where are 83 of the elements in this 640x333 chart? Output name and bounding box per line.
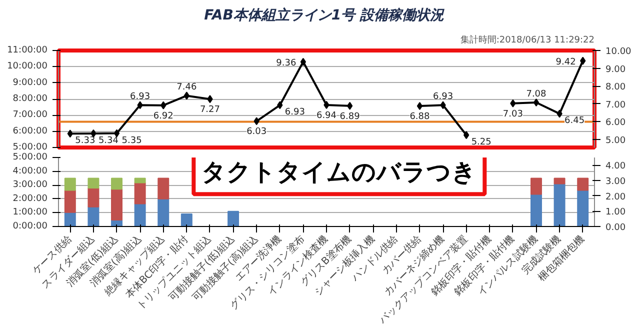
point [440,101,446,110]
data-label: 6.89 [340,112,360,122]
y-tick-label: 0:00:00 [12,222,48,232]
y2-tick-label: 0.00 [606,223,626,233]
bar [64,178,76,191]
chart-title: FAB本体組立ライン1号 設備稼働状況 [204,6,446,24]
point [510,99,516,108]
y-tick-label: 2:00:00 [12,194,48,204]
data-label: 5.34 [98,136,119,146]
data-label: 5.25 [471,138,492,148]
data-label: 5.35 [122,136,142,146]
y2-tick-label: 10.00 [606,47,632,57]
data-label: 6.45 [564,116,585,126]
annotation: タクトタイムのバラつき [202,158,477,186]
data-label: 6.03 [246,127,267,138]
point [137,101,143,110]
y-tick-label: 9:00:00 [12,78,48,88]
bar [158,198,170,226]
data-label: 7.27 [200,105,220,116]
y2-tick-label: 9.00 [606,64,626,75]
data-label: 7.03 [502,109,523,120]
y2-tick-label: 7.00 [606,100,626,110]
bar [180,213,192,226]
point [300,58,306,66]
point [67,130,73,138]
data-label: 6.93 [284,108,305,118]
point [184,92,190,100]
data-label: 9.36 [276,58,296,68]
data-label: 5.33 [75,136,96,146]
point [324,100,330,109]
bar [134,203,146,226]
data-label: 6.93 [433,92,454,102]
y2-tick-label: 5.00 [606,136,626,146]
y-tick-label: 10:00:00 [7,62,48,72]
bar [530,178,542,195]
bar [88,178,100,188]
point [556,110,562,118]
y2-tick-label: 1.00 [606,208,626,218]
bar [134,178,146,184]
point [160,101,166,110]
y2-tick-label: 8.00 [606,82,626,93]
chart-subtitle: 集計時間:2018/06/13 11:29:22 [460,34,594,46]
y2-tick-label: 6.00 [606,118,626,128]
y-tick-label: 7:00:00 [12,110,48,120]
data-label: 6.88 [410,112,430,122]
bar [111,188,123,221]
point [207,95,213,104]
y-tick-label: 4:00:00 [12,166,48,176]
point [533,98,540,106]
data-label: 7.08 [526,89,547,100]
point [254,117,260,126]
bar [158,178,170,200]
data-label: 6.93 [130,92,150,102]
y-tick-label: 8:00:00 [12,94,48,104]
bar [64,190,76,213]
point [416,102,423,110]
point [277,101,283,110]
y-tick-label: 5:00:00 [12,142,48,152]
bar [88,188,100,208]
bar [554,178,566,184]
data-label: 6.92 [153,111,174,122]
y-tick-label: 3:00:00 [12,180,48,190]
bar [577,190,589,226]
point [580,56,586,65]
data-label: 9.42 [556,57,576,68]
point [346,102,353,110]
y2-tick-label: 4.00 [606,162,626,172]
data-label: 7.46 [176,82,197,93]
bar [228,210,240,226]
y2-tick-label: 2.00 [606,192,626,202]
bar [88,206,100,226]
y2-tick-label: 3.00 [606,177,626,187]
y-tick-label: 11:00:00 [7,46,48,56]
data-label: 6.94 [316,110,337,121]
bar [134,182,146,204]
y-tick-label: 5:00:00 [12,152,48,162]
bar [530,194,542,226]
y-tick-label: 6:00:00 [12,126,48,136]
bar [111,178,123,190]
point [463,131,470,140]
y-tick-label: 1:00:00 [12,208,48,218]
bar [577,178,589,191]
bar [554,183,566,226]
